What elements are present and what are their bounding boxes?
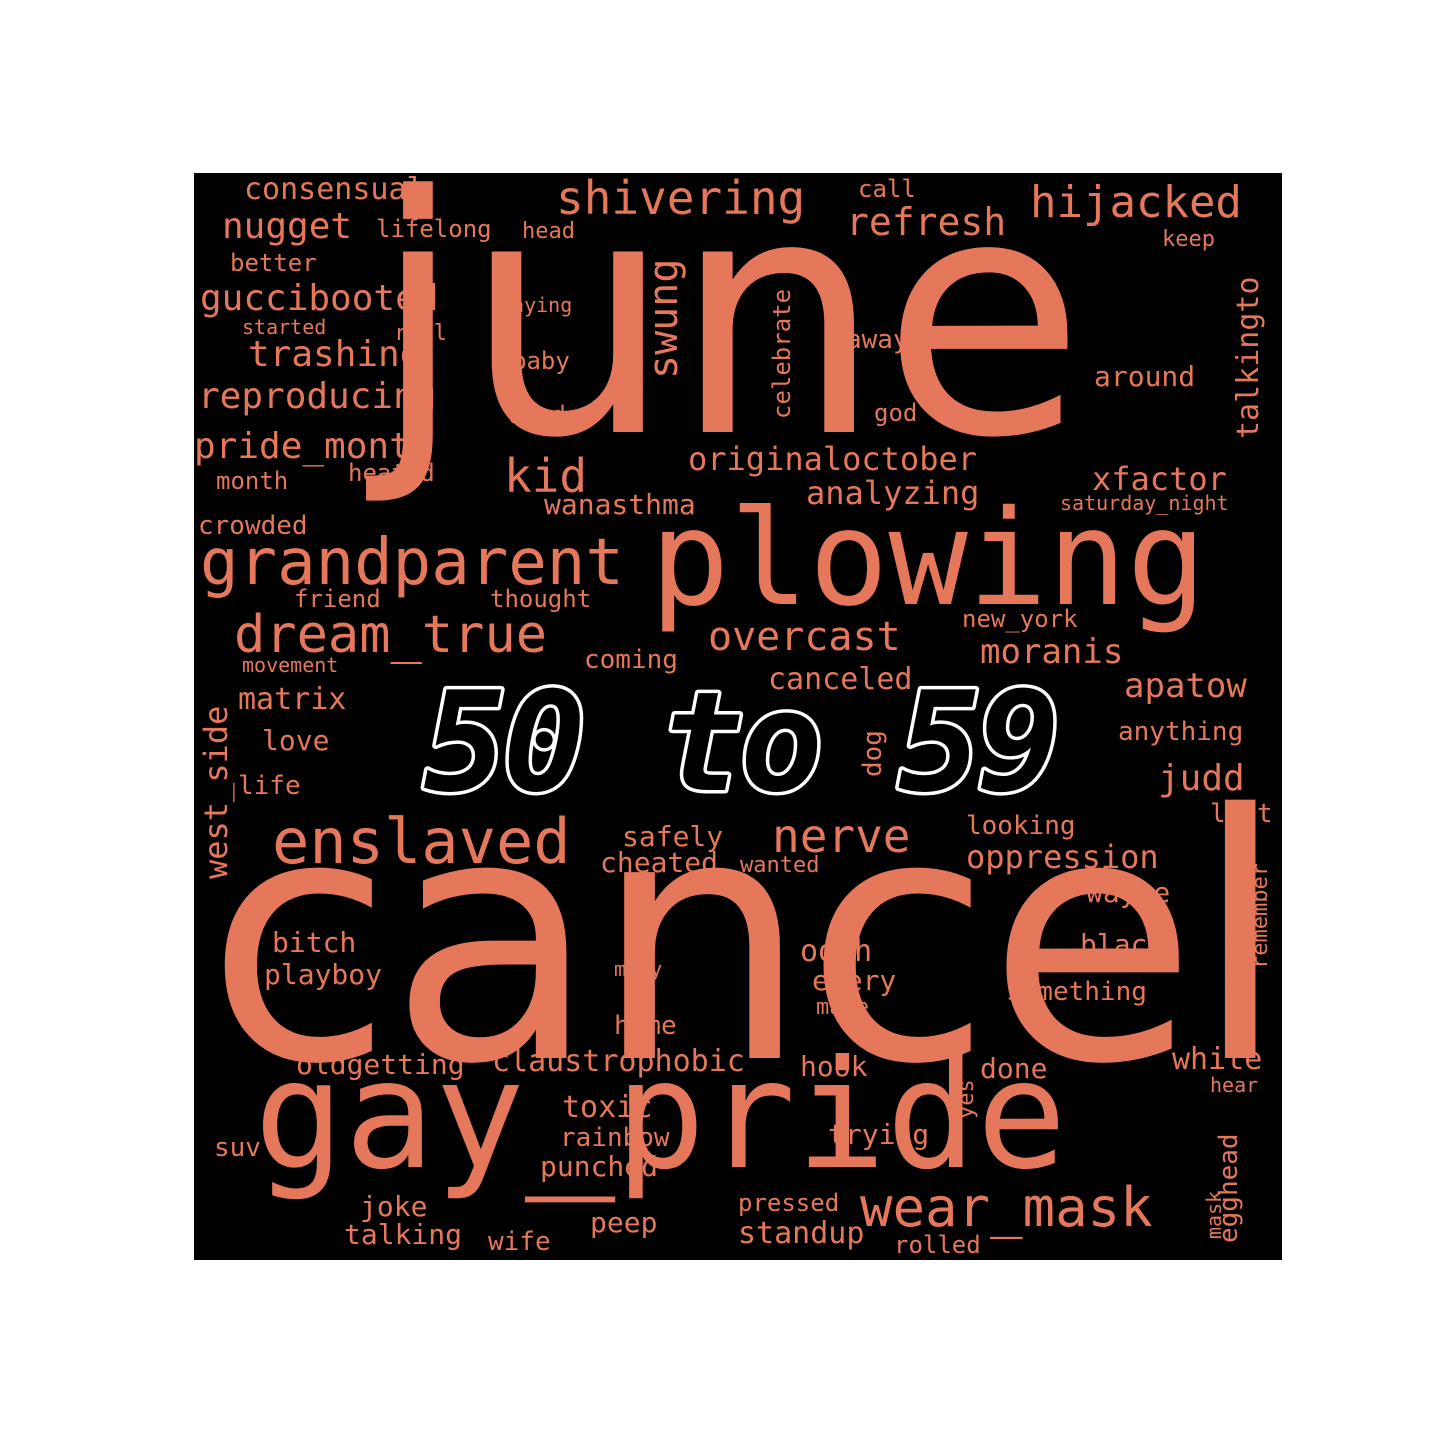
word-overcast: overcast xyxy=(708,614,901,660)
word-white: white xyxy=(1172,1042,1263,1077)
word-many: many xyxy=(614,957,663,981)
title-overlay: 50 to 59 xyxy=(420,668,1064,818)
word-trashing: trashing xyxy=(248,334,422,375)
word-used: used xyxy=(508,401,566,429)
word-playboy: playboy xyxy=(264,958,383,991)
word-something: something xyxy=(1006,977,1147,1007)
word-talkingto: talkingto xyxy=(1231,276,1266,439)
word-keep: keep xyxy=(1162,227,1215,252)
word-bitch: bitch xyxy=(272,926,357,959)
word-crowded: crowded xyxy=(198,511,308,541)
word-lifelong: lifelong xyxy=(376,215,492,243)
word-punched: punched xyxy=(540,1150,659,1183)
word-home: home xyxy=(614,1011,677,1041)
word-god: god xyxy=(874,399,918,427)
word-claustrophobic: claustrophobic xyxy=(492,1044,745,1079)
word-wanted: wanted xyxy=(740,853,820,878)
word-saying: saying xyxy=(500,293,573,317)
word-gay-pride: gay_pride xyxy=(254,1029,1067,1203)
word-canceled: canceled xyxy=(768,662,913,697)
word-around: around xyxy=(1094,360,1196,393)
word-last: last xyxy=(1210,799,1273,829)
word-rolled: rolled xyxy=(894,1231,981,1259)
page-title: 50 to 59 xyxy=(424,668,1057,818)
word-standup: standup xyxy=(738,1216,865,1251)
word-yes: yes xyxy=(954,1079,979,1119)
word-refresh: refresh xyxy=(846,200,1007,244)
word-cheated: cheated xyxy=(600,846,719,879)
word-swung: swung xyxy=(641,258,687,379)
word-cloud: june cancel gay_pride plowing grandparen… xyxy=(194,173,1282,1260)
word-wayne: wayne xyxy=(1086,876,1171,909)
word-saturday-night: saturday_night xyxy=(1060,491,1229,515)
word-guccibooted: guccibooted xyxy=(200,278,439,319)
word-june: june xyxy=(372,173,1086,510)
word-black: black xyxy=(1080,928,1165,961)
word-toxic: toxic xyxy=(562,1090,653,1125)
word-celebrate: celebrate xyxy=(768,288,796,419)
word-oooh: oooh xyxy=(800,934,873,969)
word-heated: heated xyxy=(348,459,435,487)
word-moranis: moranis xyxy=(980,632,1124,672)
word-every: every xyxy=(812,964,897,997)
word-hook: hook xyxy=(800,1050,868,1083)
word-wanasthma: wanasthma xyxy=(544,488,696,521)
word-originaloctober: originaloctober xyxy=(688,440,977,478)
word-west-side: west_side xyxy=(197,705,235,879)
word-life: life xyxy=(238,771,301,801)
word-hear: hear xyxy=(1210,1073,1259,1097)
word-consensual: consensual xyxy=(244,173,425,207)
word-baby: baby xyxy=(512,347,570,375)
word-talking: talking xyxy=(344,1218,463,1251)
word-cancel: cancel xyxy=(206,743,1282,1139)
word-pride-month: pride_month xyxy=(194,426,433,467)
word-friend: friend xyxy=(294,585,381,613)
word-started: started xyxy=(242,315,327,339)
word-xfactor: xfactor xyxy=(1092,460,1227,498)
word-nerve: nerve xyxy=(772,809,911,863)
word-analyzing: analyzing xyxy=(806,474,980,512)
word-new-york: new_york xyxy=(962,605,1078,633)
word-joke: joke xyxy=(360,1190,428,1223)
word-love: love xyxy=(262,724,330,757)
word-made: made xyxy=(816,995,869,1020)
word-dream-true: dream_true xyxy=(234,605,548,665)
word-month: month xyxy=(216,467,289,495)
word-coming: coming xyxy=(584,645,678,675)
word-thought: thought xyxy=(490,585,592,613)
word-looking: looking xyxy=(966,811,1076,841)
word-enslaved: enslaved xyxy=(272,805,571,878)
word-head: head xyxy=(522,219,575,244)
word-movement: movement xyxy=(242,653,339,677)
word-hijacked: hijacked xyxy=(1030,177,1242,228)
word-anything: anything xyxy=(1118,717,1244,747)
word-suv: suv xyxy=(214,1133,261,1163)
word-better: better xyxy=(230,249,317,277)
word-grandparent: grandparent xyxy=(200,526,624,600)
word-reproducing: reproducing xyxy=(198,376,437,417)
word-peep: peep xyxy=(590,1206,658,1239)
word-wife: wife xyxy=(488,1227,551,1257)
word-mask: mask xyxy=(1202,1190,1226,1239)
word-oppression: oppression xyxy=(966,838,1159,876)
word-oldgetting: oldgetting xyxy=(296,1048,465,1081)
word-done: done xyxy=(980,1052,1048,1085)
word-work: work xyxy=(1224,938,1249,991)
word-call: call xyxy=(858,175,916,203)
word-shivering: shivering xyxy=(556,173,806,225)
word-trying: trying xyxy=(828,1118,930,1151)
word-rail: rail xyxy=(394,321,447,346)
word-plowing: plowing xyxy=(650,482,1207,636)
word-pressed: pressed xyxy=(738,1189,840,1217)
word-kid: kid xyxy=(504,449,588,503)
word-apatow: apatow xyxy=(1124,666,1247,706)
word-safely: safely xyxy=(622,820,724,853)
word-nugget: nugget xyxy=(222,206,353,247)
word-wear-mask: wear_mask xyxy=(860,1176,1153,1239)
word-rainbow: rainbow xyxy=(560,1123,670,1153)
word-away: away xyxy=(846,325,909,355)
word-matrix: matrix xyxy=(238,682,347,717)
word-remember: remember xyxy=(1248,863,1273,969)
word-judd: judd xyxy=(1158,758,1245,799)
